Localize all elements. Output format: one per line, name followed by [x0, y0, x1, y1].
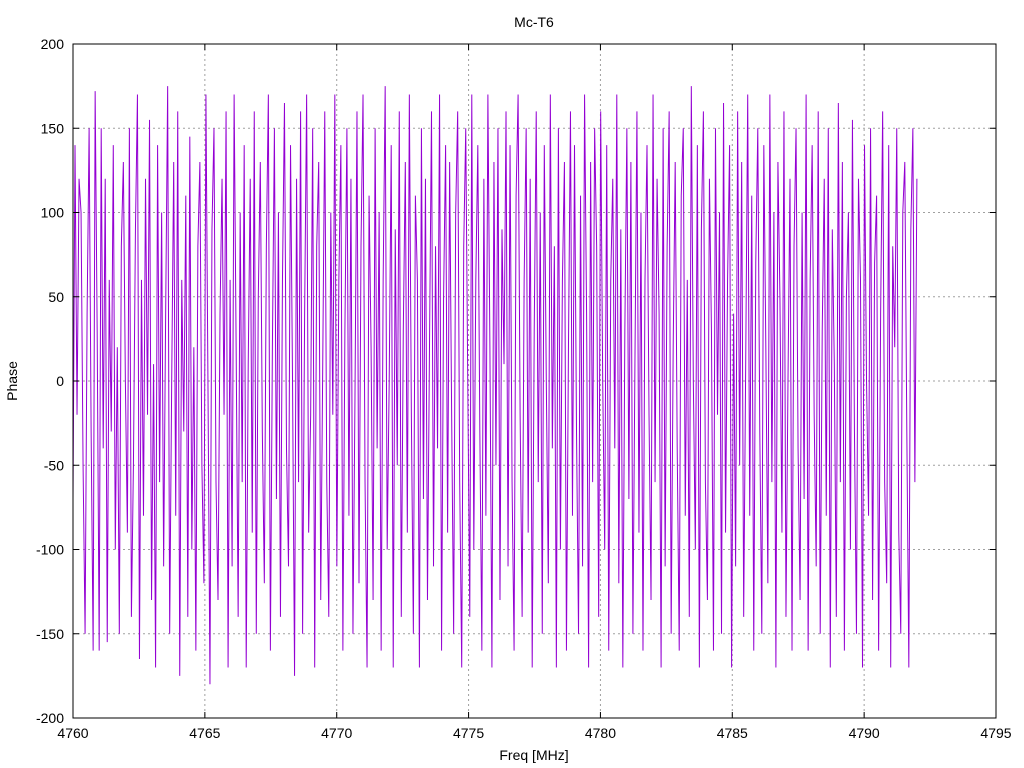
phase-series-line [72, 86, 918, 685]
x-tick-label: 4775 [453, 725, 484, 741]
y-tick-label: -50 [44, 457, 64, 473]
x-tick-label: 4770 [321, 725, 352, 741]
y-tick-label: 200 [41, 36, 65, 52]
x-tick-label: 4780 [585, 725, 616, 741]
x-tick-label: 4785 [717, 725, 748, 741]
chart-title: Mc-T6 [514, 14, 554, 30]
y-tick-label: 150 [41, 120, 65, 136]
y-tick-labels: -200 -150 -100 -50 0 50 100 150 200 [36, 36, 64, 726]
tick-marks [72, 43, 997, 719]
y-tick-label: -150 [36, 626, 64, 642]
x-tick-labels: 4760 4765 4770 4775 4780 4785 4790 4795 [57, 725, 1011, 741]
y-tick-label: -100 [36, 542, 64, 558]
x-tick-label: 4765 [189, 725, 220, 741]
y-axis-label: Phase [4, 361, 20, 401]
y-tick-label: -200 [36, 710, 64, 726]
x-axis-label: Freq [MHz] [499, 747, 568, 763]
x-tick-label: 4790 [849, 725, 880, 741]
x-tick-label: 4795 [980, 725, 1011, 741]
x-tick-label: 4760 [57, 725, 88, 741]
y-tick-label: 50 [48, 289, 64, 305]
y-tick-label: 0 [56, 373, 64, 389]
y-tick-label: 100 [41, 205, 65, 221]
series-group [72, 86, 918, 685]
